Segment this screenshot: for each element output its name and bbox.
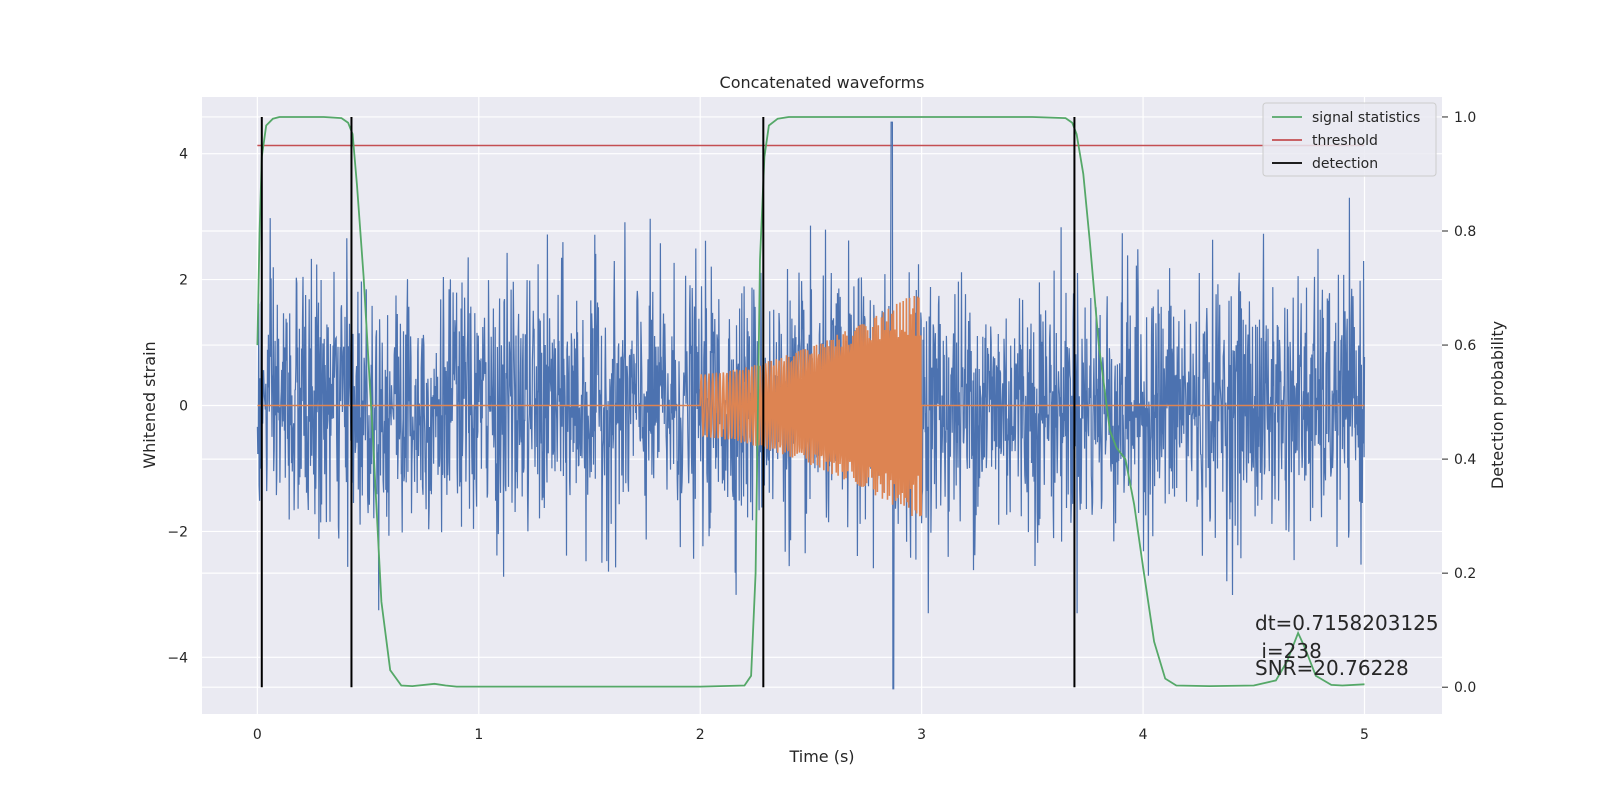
- x-tick-label: 1: [474, 727, 483, 743]
- legend-label-statistic: signal statistics: [1312, 110, 1420, 126]
- y-ticks: −4 −2 0 2 4: [167, 147, 188, 667]
- x-axis-label: Time (s): [788, 747, 854, 766]
- y-tick-label: 2: [179, 273, 188, 289]
- y2-tick-label: 0.0: [1454, 680, 1476, 696]
- legend-box: [1262, 102, 1437, 177]
- y-tick-label: 4: [179, 147, 188, 163]
- x-tick-label: 2: [696, 727, 705, 743]
- x-tick-label: 3: [917, 727, 926, 743]
- y-tick-label: −4: [167, 650, 188, 666]
- signal-layer: [257, 295, 1365, 517]
- legend-label-detection: detection: [1312, 156, 1378, 172]
- y2-tick-label: 0.6: [1454, 338, 1476, 354]
- y2-ticks: 0.0 0.2 0.4 0.6 0.8 1.0: [1442, 110, 1476, 696]
- y-axis-label: Whitened strain: [140, 341, 159, 468]
- x-tick-label: 0: [253, 727, 262, 743]
- y2-tick-label: 0.4: [1454, 452, 1476, 468]
- y2-axis-label: Detection probability: [1488, 321, 1507, 489]
- legend: signal statistics threshold detection: [1262, 102, 1437, 177]
- signal-series-line: [257, 295, 1365, 517]
- x-tick-label: 4: [1139, 727, 1148, 743]
- x-tick-label: 5: [1360, 727, 1369, 743]
- y2-tick-label: 1.0: [1454, 110, 1476, 126]
- x-ticks: 0 1 2 3 4 5: [253, 727, 1369, 743]
- annotation: dt=0.7158203125 i=238 SNR=20.76228: [1255, 611, 1439, 680]
- annotation-dt: dt=0.7158203125: [1255, 611, 1439, 635]
- annotation-snr: SNR=20.76228: [1255, 656, 1409, 680]
- chart-title: Concatenated waveforms: [720, 73, 925, 92]
- y2-tick-label: 0.2: [1454, 566, 1476, 582]
- annotation-index: i=238: [1255, 639, 1322, 663]
- y2-tick-label: 0.8: [1454, 224, 1476, 240]
- y-tick-label: 0: [179, 399, 188, 415]
- y-tick-label: −2: [167, 524, 188, 540]
- detection-layer: [260, 116, 1076, 688]
- legend-label-threshold: threshold: [1312, 133, 1378, 149]
